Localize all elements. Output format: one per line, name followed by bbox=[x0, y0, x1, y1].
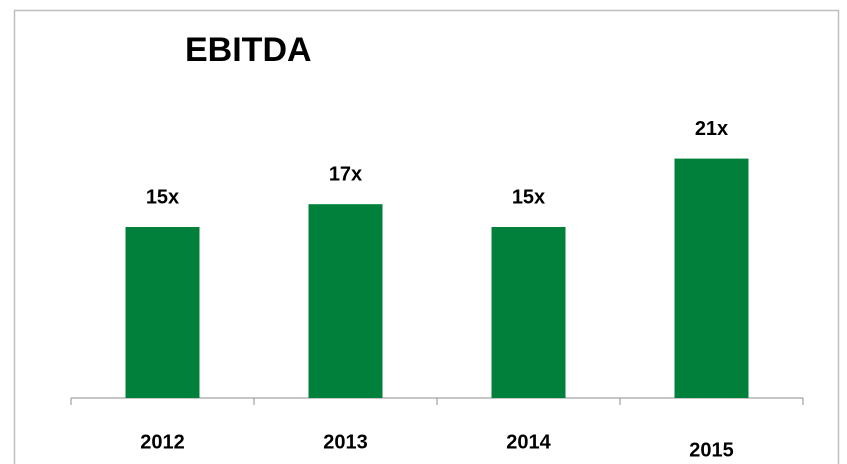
bar bbox=[308, 204, 383, 398]
frame bbox=[13, 9, 840, 464]
value-label: 15x bbox=[146, 186, 179, 208]
x-tick-label: 2012 bbox=[140, 431, 185, 453]
value-label: 17x bbox=[329, 163, 362, 185]
x-tick-label: 2013 bbox=[323, 431, 368, 453]
value-label: 15x bbox=[512, 186, 545, 208]
bar bbox=[491, 227, 566, 398]
bar bbox=[125, 227, 200, 398]
x-tick-label: 2015 bbox=[689, 439, 734, 461]
x-tick-label: 2014 bbox=[506, 431, 551, 453]
bar bbox=[674, 158, 749, 398]
value-label: 21x bbox=[695, 118, 728, 140]
chart-title: EBITDA bbox=[185, 31, 312, 69]
